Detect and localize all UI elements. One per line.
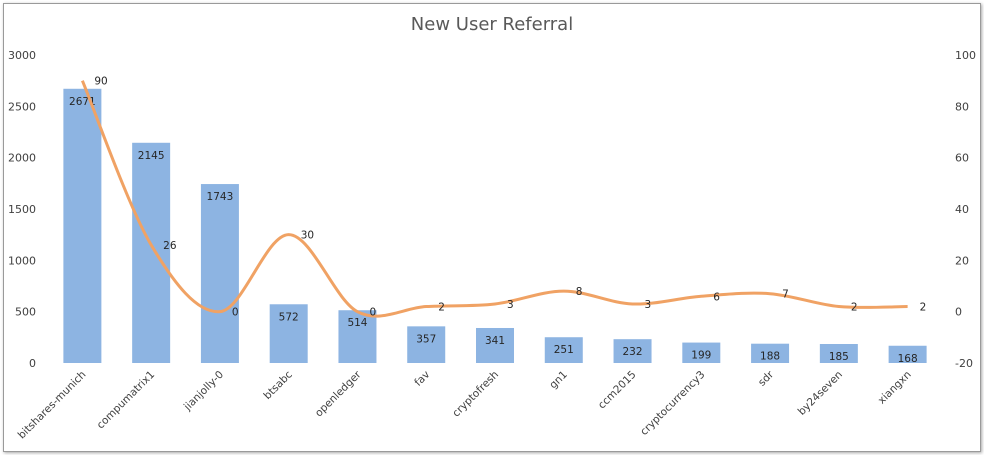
x-axis-tick-label: openledger: [313, 368, 364, 419]
y2-axis-tick-label: 40: [955, 203, 969, 216]
y2-axis-tick-label: -20: [955, 357, 973, 370]
y-axis-tick-label: 0: [29, 357, 36, 370]
bar: [63, 88, 102, 363]
bar: [613, 339, 652, 363]
bar: [476, 327, 514, 363]
bar: [544, 337, 583, 363]
bar: [269, 304, 308, 363]
chart-title: New User Referral: [410, 14, 574, 35]
y2-axis-tick-label: 80: [955, 100, 969, 113]
x-axis-tick-label: jianjolly-0: [181, 369, 226, 414]
line-series: [81, 80, 908, 318]
x-axis-tick-label: xiangxn: [876, 369, 914, 407]
line-data-label: 0: [232, 307, 239, 319]
line-data-label: 3: [645, 299, 652, 311]
bar-data-label: 199: [691, 350, 711, 362]
bar-data-label: 1743: [207, 191, 234, 203]
line-data-label: 30: [301, 230, 314, 242]
y-axis-tick-label: 2500: [8, 100, 36, 113]
line-data-label: 26: [163, 240, 177, 252]
y-axis-tick-label: 2000: [8, 152, 36, 165]
bar: [132, 142, 171, 363]
bar-data-label: 357: [416, 333, 436, 345]
y-axis-tick-label: 500: [15, 306, 36, 319]
bar-data-label: 2145: [138, 150, 165, 162]
bar: [751, 343, 790, 363]
bar-data-label: 572: [279, 311, 299, 323]
bar-data-label: 188: [760, 351, 780, 363]
line-data-label: 2: [920, 302, 927, 314]
x-axis-tick-label: gn1: [547, 369, 570, 392]
y-axis-tick-label: 1000: [8, 254, 36, 267]
x-axis-tick-label: sdr: [756, 368, 777, 389]
line-data-label: 90: [94, 76, 107, 88]
x-axis-tick-label: cryptofresh: [450, 369, 501, 420]
line-data-label: 0: [369, 307, 376, 319]
bar-data-label: 232: [623, 346, 643, 358]
bar: [338, 310, 377, 363]
bar-data-label: 514: [347, 317, 367, 329]
bar: [200, 184, 239, 363]
line-data-label: 7: [782, 289, 789, 301]
bar-data-label: 341: [485, 335, 505, 347]
line-data-label: 2: [851, 302, 858, 314]
x-axis-tick-label: cryptocurrency3: [638, 369, 707, 438]
x-axis-tick-label: compumatrix1: [95, 369, 158, 432]
y2-axis-tick-label: 100: [955, 49, 976, 62]
line-data-label: 8: [576, 286, 583, 298]
bar: [407, 326, 446, 363]
x-axis-tick-label: ccm2015: [596, 369, 639, 412]
x-axis-tick-label: fav: [412, 369, 432, 389]
x-axis-tick-label: btsabc: [261, 368, 294, 401]
line-data-label: 3: [507, 299, 514, 311]
x-axis-tick-label: by24seven: [796, 369, 845, 418]
y2-axis-tick-label: 0: [955, 306, 962, 319]
y2-axis-tick-label: 60: [955, 152, 969, 165]
line-data-label: 6: [713, 291, 720, 303]
bar-data-label: 168: [898, 353, 918, 365]
x-axis-tick-label: bitshares-munich: [16, 369, 89, 442]
bar: [682, 342, 721, 363]
y-axis-tick-label: 3000: [8, 49, 36, 62]
y2-axis-tick-label: 20: [955, 254, 969, 267]
y-axis-tick-label: 1500: [8, 203, 36, 216]
line-data-label: 2: [438, 302, 445, 314]
bar-data-label: 185: [829, 351, 849, 363]
bar: [819, 344, 858, 363]
bar-data-label: 251: [554, 344, 574, 356]
bar: [888, 345, 927, 363]
